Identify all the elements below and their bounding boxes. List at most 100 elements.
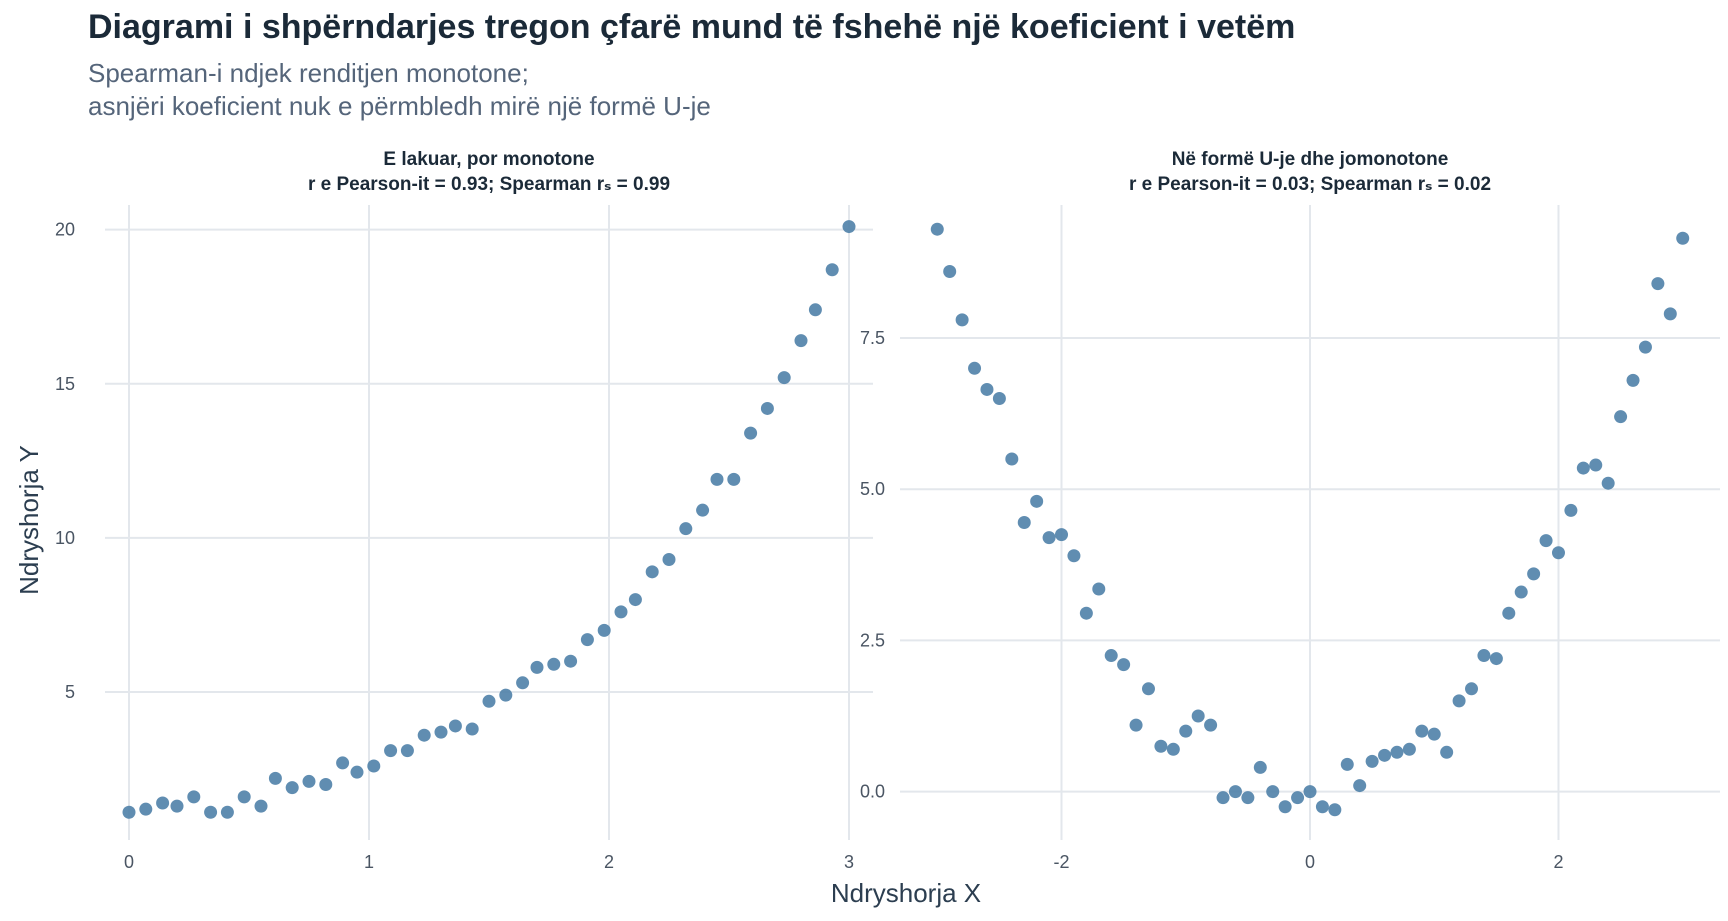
- scatter-point: [1166, 742, 1180, 756]
- subtitle-line-1: Spearman-i ndjek renditjen monotone;: [88, 58, 529, 88]
- scatter-point: [727, 472, 741, 486]
- scatter-point: [156, 796, 170, 810]
- scatter-point: [1291, 791, 1305, 805]
- scatter-point: [1179, 724, 1193, 738]
- scatter-point: [1092, 582, 1106, 596]
- scatter-point: [1228, 785, 1242, 799]
- scatter-point: [1315, 800, 1329, 814]
- scatter-point: [1589, 458, 1603, 472]
- scatter-point: [1141, 682, 1155, 696]
- scatter-point: [955, 313, 969, 327]
- panel-1: 5 10 15 20 0 1 2 3 E lakuar, por monotone r e Pea…: [55, 149, 873, 872]
- y-tick-label: 7.5: [860, 328, 885, 348]
- scatter-point: [1005, 452, 1019, 466]
- scatter-point: [1191, 709, 1205, 723]
- scatter-point: [808, 303, 822, 317]
- scatter-point: [1365, 754, 1379, 768]
- chart-subtitle: Spearman-i ndjek renditjen monotone; asn…: [88, 57, 711, 123]
- scatter-point: [777, 371, 791, 385]
- scatter-point: [1017, 516, 1031, 529]
- scatter-point: [1253, 760, 1267, 774]
- x-tick-label: 3: [844, 852, 854, 872]
- x-tick-label: 1: [364, 852, 374, 872]
- scatter-point: [1204, 718, 1218, 732]
- scatter-point: [1353, 779, 1367, 793]
- scatter-point: [1067, 549, 1081, 563]
- scatter-point: [760, 401, 774, 415]
- scatter-point: [662, 552, 676, 566]
- scatter-point: [825, 263, 839, 277]
- scatter-point: [1638, 340, 1652, 354]
- scatter-point: [187, 790, 201, 804]
- y-tick-label: 10: [55, 528, 75, 548]
- y-axis-title: Ndryshorja Y: [14, 445, 44, 595]
- panel-title-line-2: r e Pearson-it = 0.93; Spearman rₛ = 0.9…: [308, 174, 670, 195]
- scatter-point: [1266, 785, 1280, 799]
- scatter-point: [1465, 682, 1479, 696]
- scatter-point: [679, 522, 693, 536]
- scatter-point: [1452, 694, 1466, 708]
- scatter-point: [170, 799, 184, 813]
- scatter-point: [482, 694, 496, 708]
- scatter-point: [1216, 791, 1230, 805]
- scatter-point: [1502, 606, 1516, 620]
- scatter-point: [400, 744, 414, 758]
- scatter-point: [204, 805, 218, 819]
- panel-title-line-1: E lakuar, por monotone: [383, 149, 594, 170]
- scatter-point: [943, 265, 957, 279]
- scatter-point: [448, 719, 462, 733]
- scatter-point: [1079, 606, 1093, 620]
- x-tick-label: 2: [1553, 852, 1563, 872]
- scatter-point: [744, 426, 758, 440]
- x-tick-label: 0: [124, 852, 134, 872]
- scatter-point: [417, 728, 431, 742]
- scatter-point: [564, 654, 578, 668]
- scatter-point: [1154, 739, 1168, 753]
- scatter-point: [794, 334, 808, 348]
- scatter-point: [992, 392, 1006, 406]
- scatter-point: [1340, 757, 1354, 771]
- scatter-point: [597, 623, 611, 637]
- y-tick-label: 5: [65, 682, 75, 702]
- scatter-point: [1328, 803, 1342, 817]
- scatter-point: [1030, 494, 1044, 508]
- scatter-point: [1514, 585, 1528, 599]
- scatter-point: [1651, 277, 1665, 291]
- scatter-point: [547, 657, 561, 671]
- scatter-point: [1278, 800, 1292, 814]
- scatter-point: [1477, 649, 1491, 663]
- panel-title-line-1: Në formë U-je dhe jomonotone: [1172, 149, 1449, 170]
- scatter-point: [350, 765, 364, 779]
- scatter-point: [1440, 745, 1454, 759]
- y-tick-label: 15: [55, 374, 75, 394]
- scatter-point: [1564, 503, 1578, 517]
- scatter-point: [516, 676, 530, 690]
- scatter-point: [367, 759, 381, 773]
- scatter-point: [319, 778, 333, 792]
- scatter-point: [499, 688, 513, 702]
- scatter-point: [1415, 724, 1429, 738]
- scatter-point: [268, 771, 282, 785]
- scatter-point: [628, 593, 642, 607]
- scatter-point: [580, 633, 594, 647]
- scatter-point: [1402, 742, 1416, 756]
- scatter-point: [237, 790, 251, 804]
- x-tick-label: 2: [604, 852, 614, 872]
- scatter-point: [1129, 718, 1143, 732]
- y-tick-label: 5.0: [860, 479, 885, 499]
- scatter-point: [384, 744, 398, 758]
- scatter-point: [1427, 727, 1441, 741]
- y-tick-label: 0.0: [860, 782, 885, 802]
- scatter-point: [842, 220, 856, 234]
- scatter-point: [434, 725, 448, 739]
- scatter-point: [1527, 567, 1541, 581]
- scatter-point: [1303, 785, 1317, 799]
- scatter-point: [336, 756, 350, 770]
- scatter-point: [1390, 745, 1404, 759]
- x-tick-label: -2: [1054, 852, 1070, 872]
- scatter-point: [1042, 531, 1056, 545]
- scatter-point: [530, 660, 544, 674]
- scatter-point: [1576, 461, 1590, 475]
- scatter-point: [1601, 476, 1615, 490]
